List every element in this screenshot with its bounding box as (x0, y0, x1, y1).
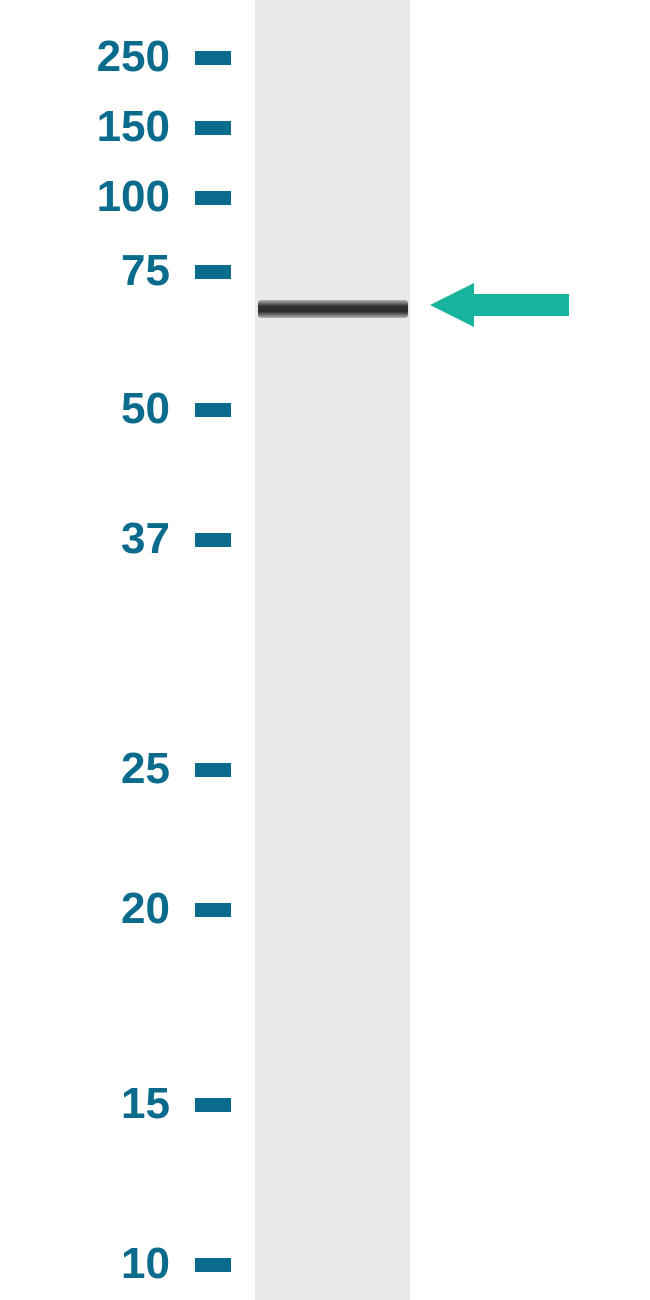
marker-tick-15 (195, 1098, 231, 1112)
marker-tick-150 (195, 121, 231, 135)
marker-tick-37 (195, 533, 231, 547)
marker-label-250: 250 (30, 32, 170, 82)
gel-lane (255, 0, 410, 1300)
marker-label-150: 150 (30, 102, 170, 152)
marker-label-75: 75 (30, 246, 170, 296)
arrow-shaft (474, 294, 569, 316)
western-blot-diagram: 250 150 100 75 50 37 25 20 15 10 (0, 0, 650, 1300)
marker-label-50: 50 (30, 384, 170, 434)
marker-label-10: 10 (30, 1239, 170, 1289)
marker-label-100: 100 (30, 172, 170, 222)
marker-tick-100 (195, 191, 231, 205)
marker-tick-75 (195, 265, 231, 279)
marker-tick-50 (195, 403, 231, 417)
marker-tick-20 (195, 903, 231, 917)
marker-tick-25 (195, 763, 231, 777)
marker-tick-250 (195, 51, 231, 65)
protein-band-0 (258, 300, 408, 318)
marker-tick-10 (195, 1258, 231, 1272)
marker-label-20: 20 (30, 884, 170, 934)
marker-label-15: 15 (30, 1079, 170, 1129)
marker-label-25: 25 (30, 744, 170, 794)
marker-label-37: 37 (30, 514, 170, 564)
arrow-head-icon (430, 283, 474, 327)
